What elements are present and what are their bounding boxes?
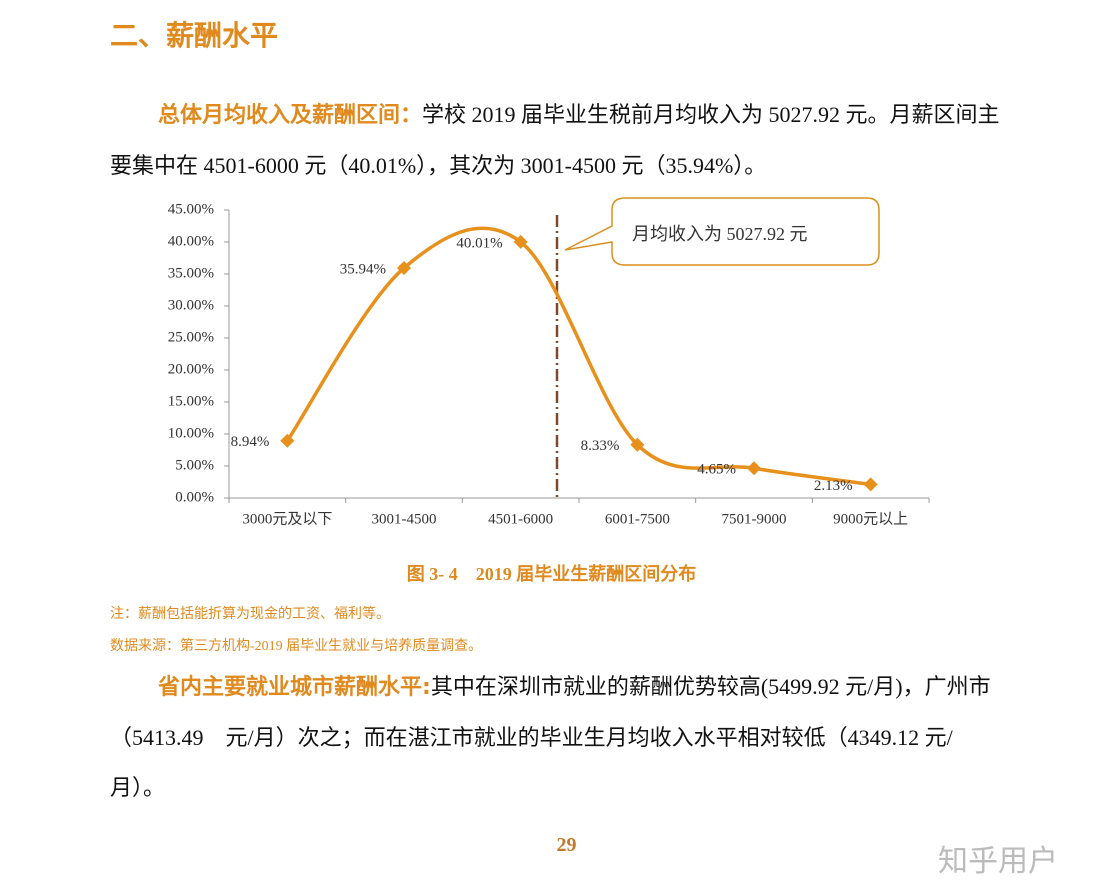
heading: 二、薪酬水平 [110, 19, 279, 52]
y-tick-label: 15.00% [168, 393, 214, 409]
value-label: 40.01% [456, 235, 502, 251]
x-tick-label: 3000元及以下 [242, 511, 332, 527]
y-tick-label: 40.00% [168, 233, 214, 249]
y-tick-label: 5.00% [175, 457, 214, 473]
page-number: 29 [556, 834, 577, 856]
x-tick-label: 4501-6000 [488, 511, 553, 527]
point-marker [280, 433, 295, 448]
value-label: 35.94% [340, 261, 386, 277]
paragraph: 总体月均收入及薪酬区间：学校 2019 届毕业生税前月均收入为 5027.92 … [110, 90, 1000, 191]
y-tick-label: 20.00% [168, 361, 214, 377]
y-tick-label: 30.00% [168, 297, 214, 313]
y-tick-label: 10.00% [168, 425, 214, 441]
point-marker [863, 477, 878, 492]
paragraph: 省内主要就业城市薪酬水平:其中在深圳市就业的薪酬优势较高(5499.92 元/月… [110, 662, 1000, 813]
note: 数据来源：第三方机构-2019 届毕业生就业与培养质量调查。 [110, 639, 483, 654]
x-tick-label: 3001-4500 [372, 511, 437, 527]
figure-caption: 图 3- 4 2019 届毕业生薪酬区间分布 [406, 564, 697, 584]
y-tick-label: 0.00% [175, 489, 214, 505]
y-tick-label: 35.00% [168, 265, 214, 281]
watermark: 知乎用户 [938, 844, 1058, 879]
point-marker [397, 260, 411, 275]
paragraph-lead: 总体月均收入及薪酬区间： [158, 103, 423, 128]
note: 注：薪酬包括能折算为现金的工资、福利等。 [110, 607, 390, 622]
x-tick-label: 9000元以上 [833, 510, 908, 527]
value-label: 8.94% [231, 434, 270, 450]
value-label: 2.13% [814, 478, 853, 494]
chart: 月均收入为 5027.92 元 0.00% 5.00% 10.00% 15.00% 20… [168, 197, 930, 527]
paragraph-text: 学校 2019 届毕业生税前月均收入为 5027.92 元。月薪区间主要集中在 … [110, 102, 1000, 178]
point-marker [630, 437, 645, 452]
callout-text: 月均收入为 5027.92 元 [632, 224, 808, 244]
value-label: 8.33% [581, 438, 620, 454]
point-marker [513, 234, 528, 249]
x-tick-label: 6001-7500 [605, 511, 670, 527]
paragraph-text: 其中在深圳市就业的薪酬优势较高(5499.92 元/月)，广州市（5413.49… [110, 674, 991, 800]
y-tick-label: 25.00% [168, 329, 214, 345]
point-marker [747, 461, 761, 476]
paragraph-lead: 省内主要就业城市薪酬水平: [158, 675, 431, 700]
callout-box [564, 197, 880, 266]
x-tick-label: 7501-9000 [722, 511, 787, 527]
value-label: 4.65% [697, 462, 736, 478]
y-tick-label: 45.00% [168, 201, 214, 217]
